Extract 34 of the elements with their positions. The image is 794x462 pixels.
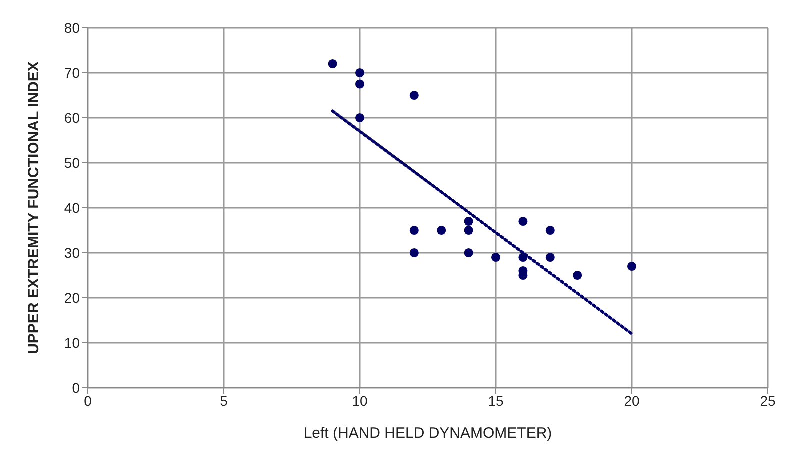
point <box>328 59 338 69</box>
point <box>410 226 419 236</box>
point <box>410 90 419 100</box>
point <box>464 248 474 258</box>
y-tick-label: 70 <box>64 64 80 81</box>
point <box>491 252 501 262</box>
point <box>546 252 555 262</box>
x-tick-label: 5 <box>220 392 228 409</box>
point <box>546 226 555 236</box>
point <box>464 226 474 236</box>
y-tick-label: 80 <box>64 20 80 36</box>
point <box>437 226 446 236</box>
x-tick-label: 10 <box>352 392 368 409</box>
point <box>627 262 637 272</box>
point <box>410 248 419 258</box>
y-tick-label: 0 <box>72 380 80 396</box>
x-tick-label: 25 <box>760 392 776 409</box>
point <box>573 270 582 280</box>
point <box>464 216 474 226</box>
point <box>355 80 365 89</box>
y-tick-label: 10 <box>64 334 80 351</box>
y-tick-label: 40 <box>64 200 80 216</box>
y-tick-label: 50 <box>64 154 80 171</box>
x-tick-label: 20 <box>624 392 640 409</box>
x-tick-label: 15 <box>488 392 504 409</box>
x-axis-title: Left (HAND HELD DYNAMOMETER) <box>304 425 552 442</box>
point <box>355 68 365 78</box>
y-tick-label: 20 <box>64 290 80 306</box>
y-axis-title: UPPER EXTREMITY FUNCTIONAL INDEX <box>25 62 42 354</box>
y-tick-label: 30 <box>64 244 80 261</box>
x-tick-label: 0 <box>84 392 92 409</box>
point <box>355 113 365 123</box>
point <box>518 216 528 226</box>
y-tick-label: 60 <box>64 110 80 126</box>
